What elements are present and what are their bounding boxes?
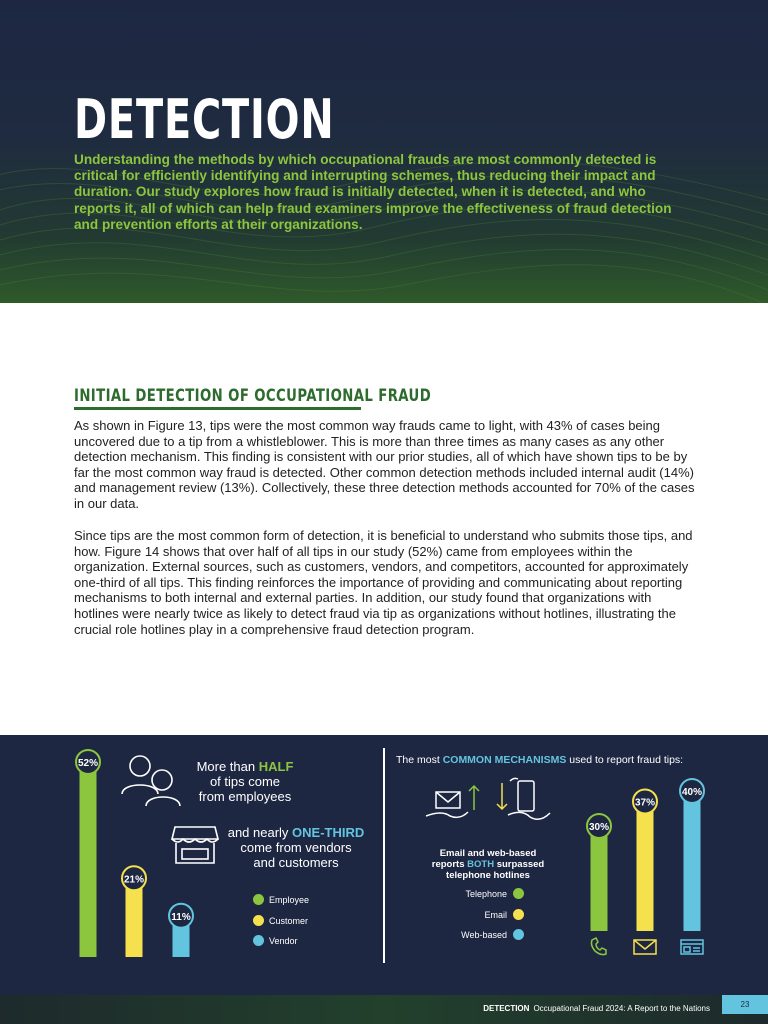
mechanism-note: Email and web-based reports BOTH surpass… [431, 848, 545, 881]
page-footer: DETECTION Occupational Fraud 2024: A Repo… [0, 995, 768, 1024]
page-number: 23 [722, 995, 768, 1014]
email-upload-icon [425, 784, 480, 819]
legend-customer: Customer [253, 915, 308, 926]
page-title: DETECTION [74, 88, 335, 151]
bar-label-email: 37% [635, 798, 655, 809]
section-underline [74, 407, 361, 410]
panel-divider [383, 748, 385, 963]
bar-telephone [590, 826, 608, 931]
footer-text: DETECTION Occupational Fraud 2024: A Repo… [483, 1004, 710, 1013]
bar-bubble-web-based [679, 778, 705, 804]
people-icon [121, 755, 181, 807]
phone-download-icon [496, 777, 551, 820]
bar-bubble-telephone [586, 813, 612, 839]
legend-employee: Employee [253, 894, 309, 905]
body-paragraph-1: As shown in Figure 13, tips were the mos… [74, 418, 695, 511]
legend-email: Email [420, 909, 524, 920]
storefront-icon [170, 826, 220, 864]
topographic-background [0, 160, 768, 303]
bar-label-web-based: 40% [682, 787, 702, 798]
bar-label-customer: 21% [124, 874, 144, 885]
mechanisms-heading: The most COMMON MECHANISMS used to repor… [396, 754, 684, 766]
tip-source-chart: 52% 21% 11% [75, 749, 194, 957]
legend-vendor: Vendor [253, 935, 298, 946]
bar-web-based [683, 791, 701, 931]
bar-bubble-email [632, 788, 658, 815]
bar-bubble-employee [75, 749, 101, 775]
envelope-icon [633, 939, 657, 955]
bar-bubble-customer [121, 865, 147, 892]
bar-email [636, 801, 654, 931]
one-third-callout: and nearly ONE-THIRD come from vendors a… [227, 825, 365, 870]
bar-bubble-vendor [168, 902, 194, 929]
legend-telephone: Telephone [420, 888, 524, 899]
reporting-mechanism-chart: 30% 37% 40% [586, 778, 705, 956]
bar-label-employee: 52% [78, 758, 98, 769]
bar-label-telephone: 30% [589, 822, 609, 833]
bar-employee [79, 762, 97, 957]
half-tips-callout: More than HALF of tips come from employe… [196, 759, 294, 804]
intro-text: Understanding the methods by which occup… [74, 152, 672, 232]
legend-web-based: Web-based [420, 929, 524, 940]
bar-customer [125, 878, 143, 957]
body-paragraph-2: Since tips are the most common form of d… [74, 528, 693, 637]
bar-label-vendor: 11% [171, 912, 191, 923]
hero-banner: DETECTION Understanding the methods by w… [0, 0, 768, 303]
web-form-icon [680, 939, 704, 955]
infographic-panel: 52% 21% 11% 30% 37% 40% More than HALF of ti… [0, 735, 768, 995]
phone-icon [590, 936, 607, 956]
section-title: INITIAL DETECTION OF OCCUPATIONAL FRAUD [74, 386, 432, 406]
